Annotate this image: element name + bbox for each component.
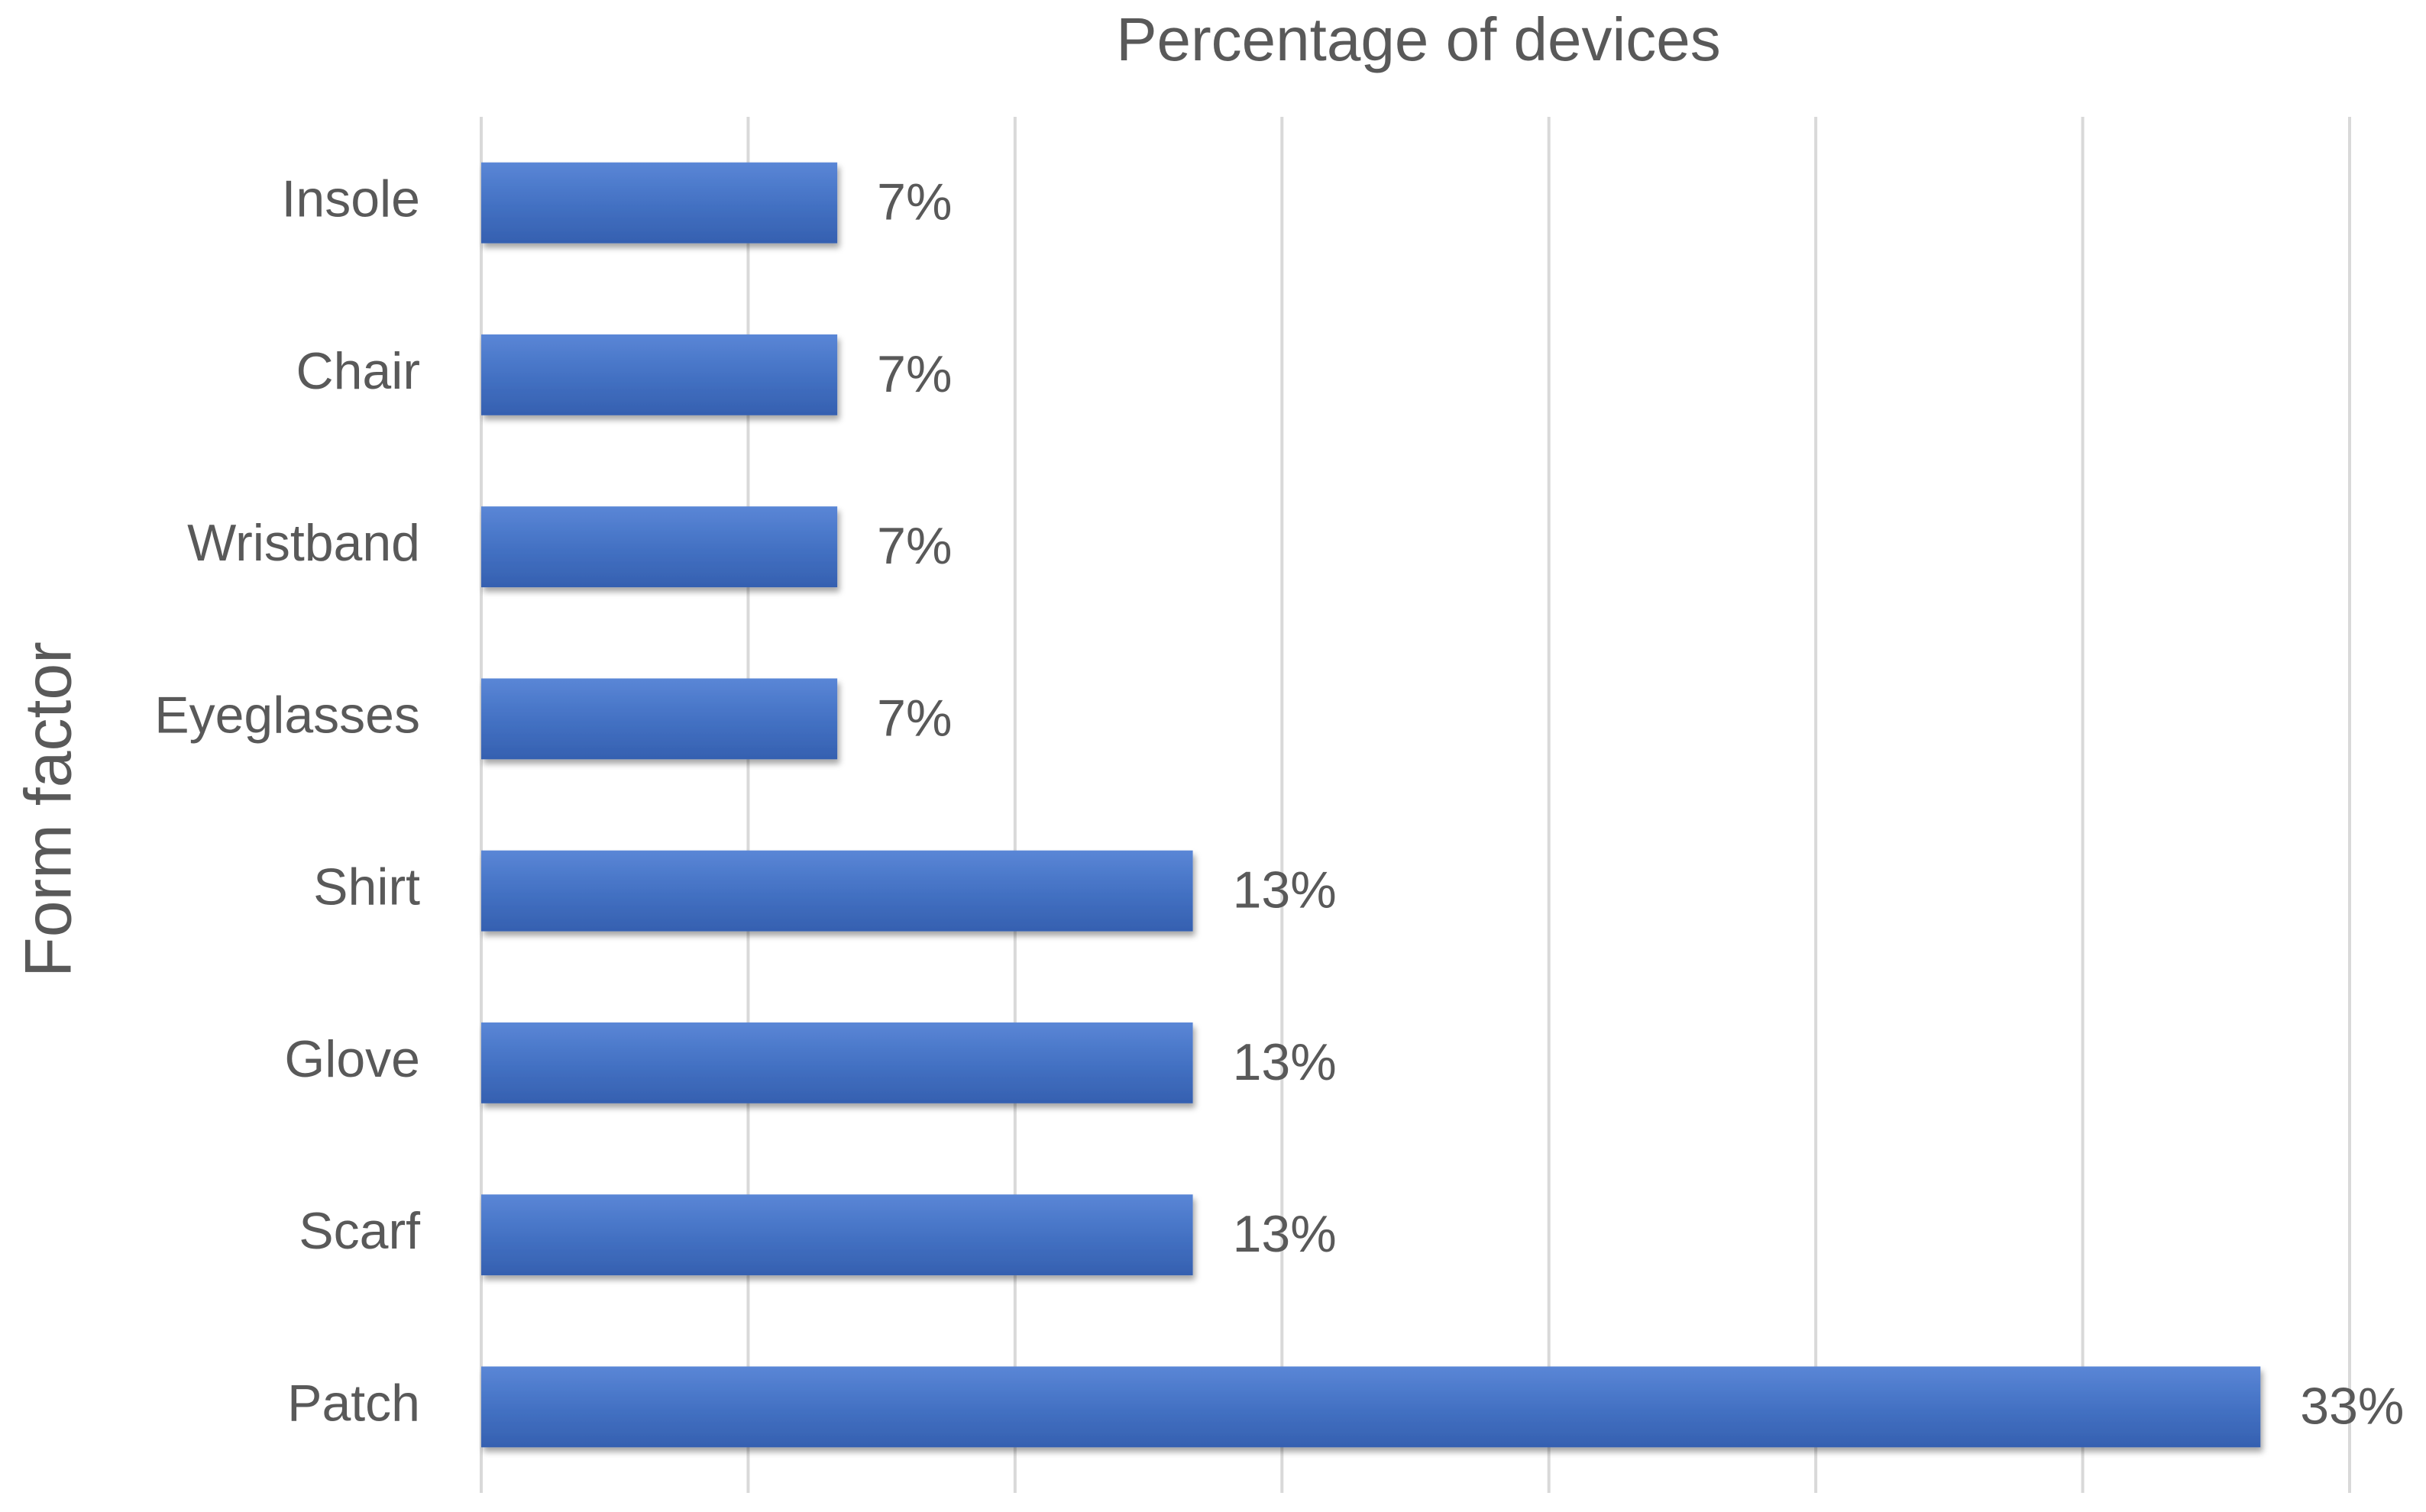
y-tick-label: Insole (282, 170, 420, 228)
bar (481, 850, 1193, 932)
bar (481, 334, 838, 415)
y-tick-label: Eyeglasses (154, 686, 420, 744)
bar (481, 1366, 2261, 1448)
y-tick-label: Shirt (313, 858, 420, 916)
data-label: 13% (1233, 861, 1337, 919)
chart-title: Percentage of devices (1116, 5, 1721, 73)
data-label: 33% (2300, 1377, 2404, 1435)
data-label: 13% (1233, 1033, 1337, 1091)
bar (481, 1194, 1193, 1276)
y-tick-label: Scarf (299, 1202, 420, 1260)
data-label: 13% (1233, 1205, 1337, 1263)
bar (481, 162, 838, 244)
bar (481, 678, 838, 760)
y-tick-label: Patch (287, 1374, 420, 1432)
y-tick-label: Glove (284, 1030, 420, 1088)
y-tick-label: Chair (296, 342, 421, 400)
bar (481, 506, 838, 588)
y-tick-label: Wristband (187, 514, 420, 572)
data-label: 7% (877, 345, 952, 403)
data-label: 7% (877, 517, 952, 575)
data-label: 7% (877, 173, 952, 231)
data-label: 7% (877, 689, 952, 747)
y-axis-label: Form factor (12, 641, 86, 977)
bar (481, 1022, 1193, 1103)
